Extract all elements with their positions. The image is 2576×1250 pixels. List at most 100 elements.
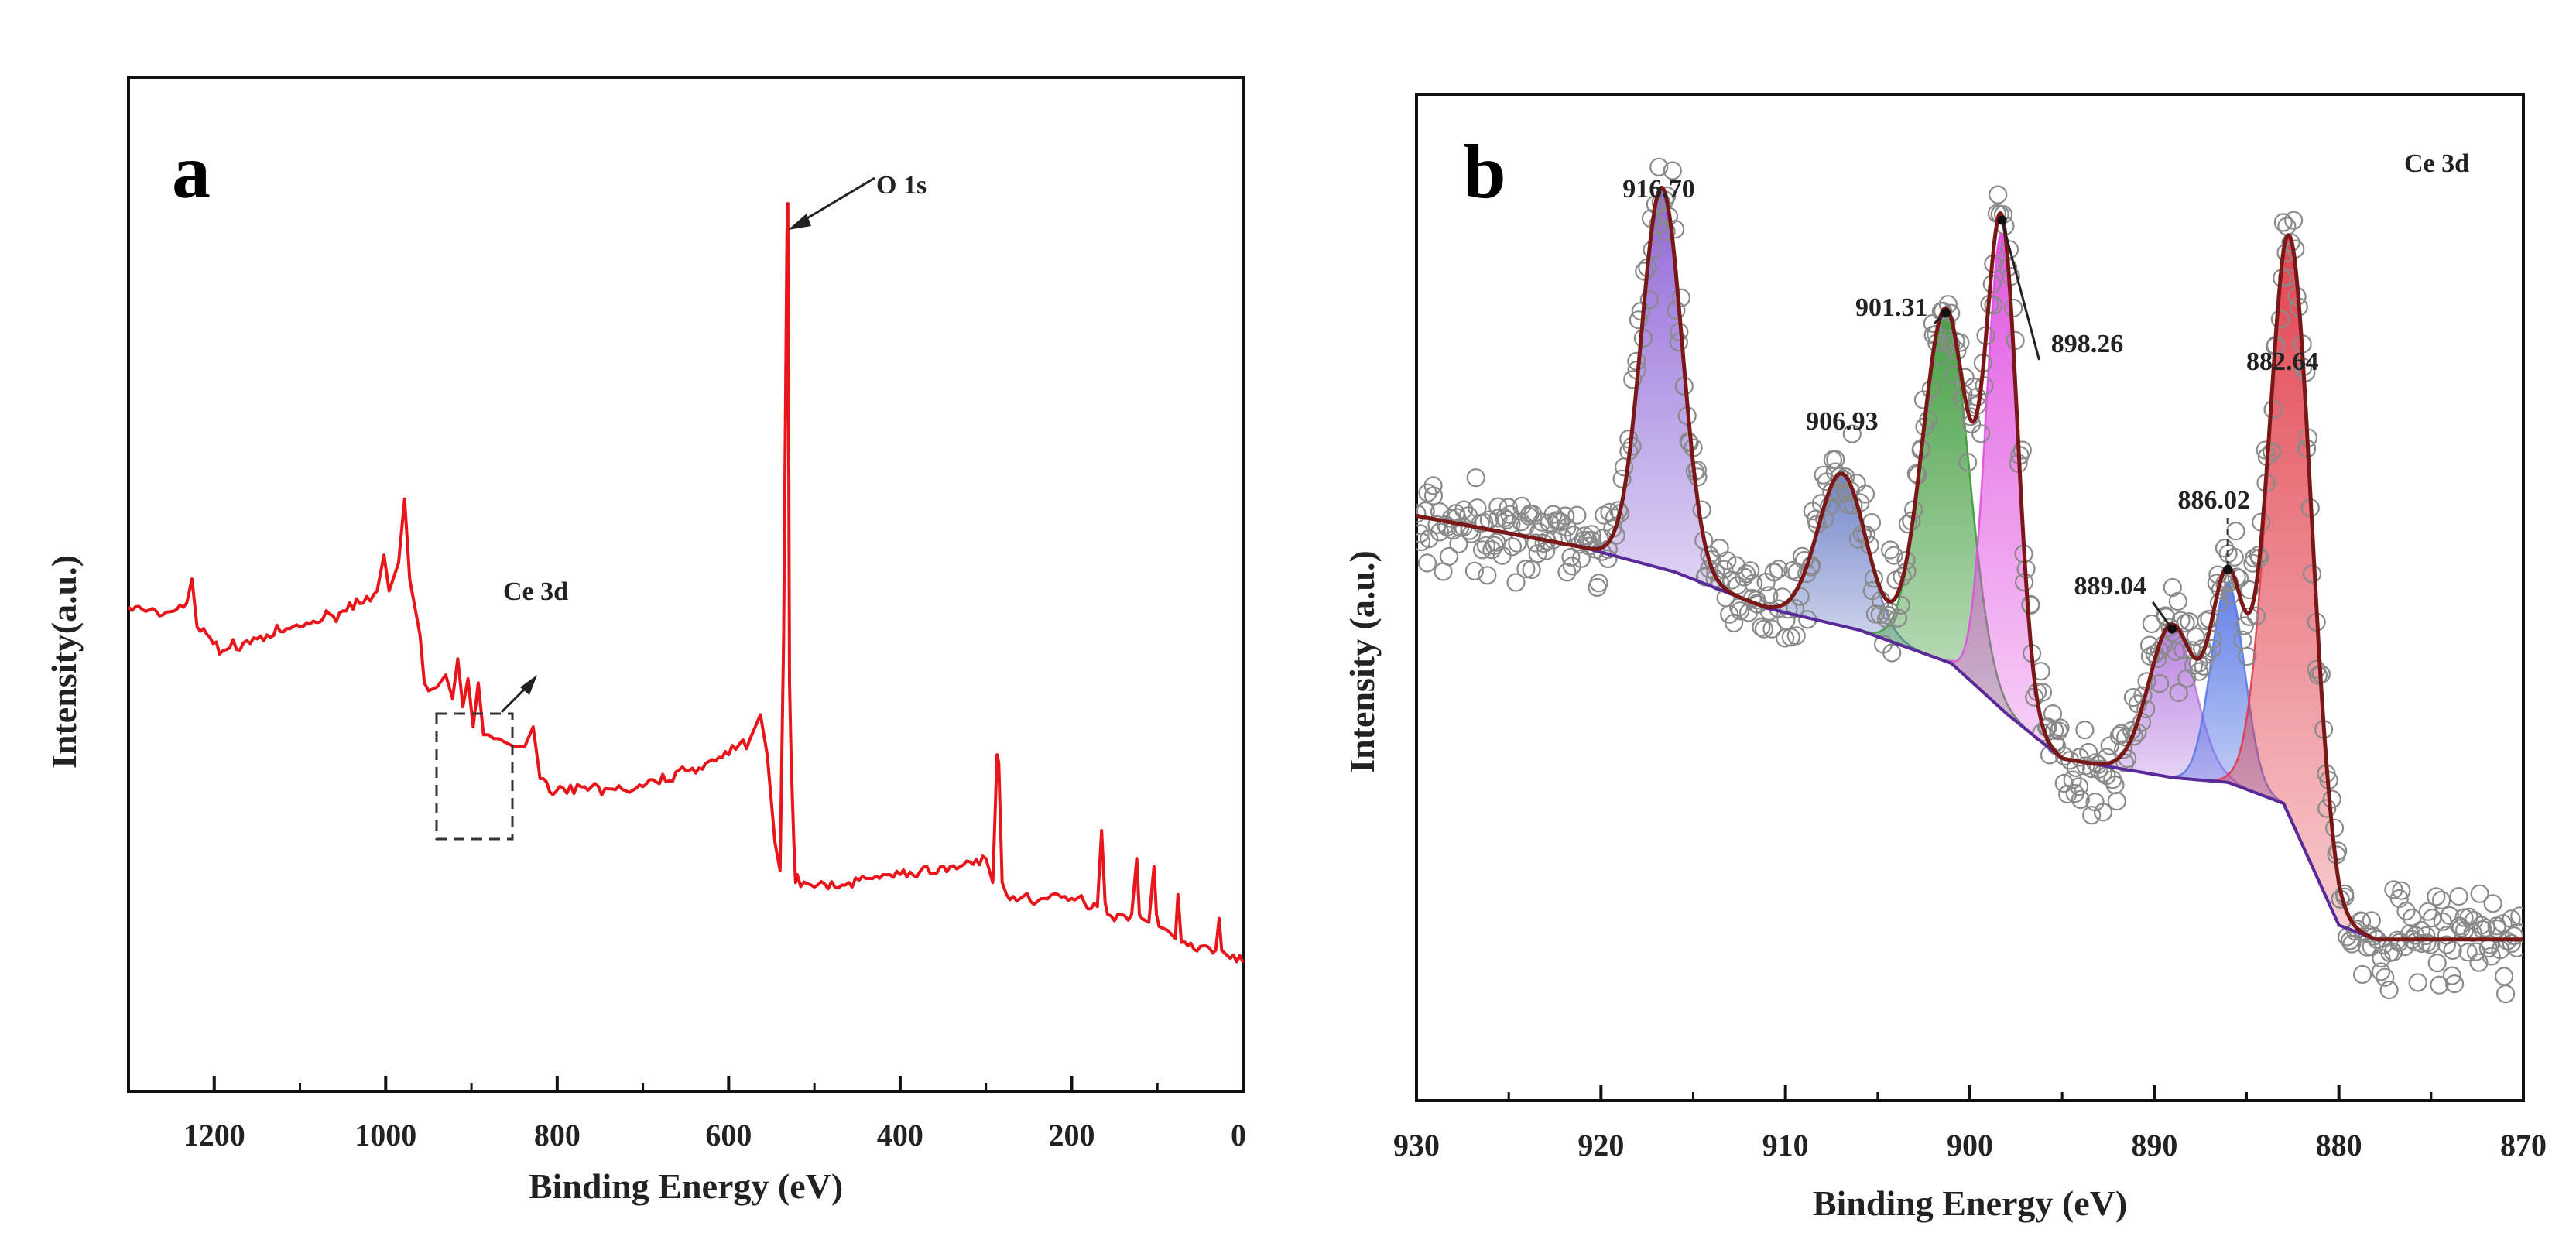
peak-label-889.04: 889.04 [2074,572,2146,601]
raw-data-point [1891,595,1910,615]
raw-data-point [1951,333,1970,352]
raw-data-point [1635,262,1654,281]
raw-data-point [1671,288,1690,307]
raw-data-point [1941,334,1961,354]
raw-data-point [1416,524,1430,543]
raw-data-point [2054,773,2074,793]
raw-data-point [1476,536,1495,555]
panel-a-x-tick-label: 800 [534,1118,581,1152]
raw-data-point [2071,789,2090,810]
raw-data-point [2235,616,2254,635]
peak-label-906.93: 906.93 [1806,407,1879,436]
raw-data-point [1439,546,1459,567]
panel-a-annotations [435,176,875,841]
raw-data-point [1786,598,1805,618]
raw-data-point [1958,453,1978,472]
raw-data-point [1989,185,2008,204]
raw-data-point [1842,424,1862,443]
raw-data-point [2443,940,2462,961]
raw-data-point [2150,673,2170,693]
raw-data-point [1416,533,1431,552]
raw-data-point [2171,611,2191,630]
panel-b-lines [1416,186,2523,942]
panel-b-x-tick-label: 900 [1947,1128,1993,1163]
raw-data-point [2270,310,2290,329]
raw-data-point [1882,643,1902,663]
raw-data-point [2113,740,2133,759]
raw-data-point [2082,806,2102,825]
raw-data-point [2050,718,2070,738]
fit-envelope-line [1416,186,2523,942]
ce3d-dashed-box [435,712,514,841]
peak-arrow-line [2001,220,2040,361]
raw-data-point [1419,529,1439,549]
raw-data-point [2483,894,2502,913]
raw-data-point [1649,157,1669,176]
raw-data-point [2480,935,2500,954]
raw-data-point [2504,926,2523,946]
raw-data-point [2502,933,2521,954]
raw-data-point [2328,841,2348,861]
raw-data-point [1819,497,1839,516]
ce3d-arrowhead-icon [520,675,537,695]
raw-data-point [2302,564,2322,584]
raw-data-point [1786,626,1806,646]
peak-arrowhead-icon [2167,624,2177,634]
raw-data-point [1478,566,1497,585]
raw-data-point [2169,683,2188,703]
raw-data-point [2353,964,2372,985]
raw-data-point [2140,646,2160,666]
raw-data-point [1516,559,1536,579]
raw-data-point [2417,926,2436,946]
raw-data-point [1488,509,1508,528]
raw-data-point [2417,933,2437,953]
raw-data-point [1737,564,1756,584]
panel-a-x-tick-label: 600 [705,1118,752,1152]
raw-data-point [1502,537,1523,557]
raw-data-point [1551,512,1571,532]
raw-data-point [2256,440,2275,460]
survey-spectrum-line [127,202,1245,964]
raw-data-point [2442,966,2461,985]
raw-data-point [1466,468,1485,488]
panel-a-chart: 1200 1000 800 600 400 200 0 a O 1s Ce 3d Bindi… [44,76,1246,1206]
raw-data-point [1522,560,1541,580]
raw-data-point [2440,906,2459,926]
raw-data-point [2396,901,2416,921]
raw-data-point [1934,301,1953,320]
panel-b-y-axis-title: Intensity (a.u.) [1342,550,1382,773]
raw-data-point [1423,486,1444,505]
raw-data-point [1731,601,1750,621]
raw-data-point [1718,551,1737,570]
raw-data-point [2408,973,2427,992]
raw-data-point [2470,884,2489,903]
raw-data-point [2239,580,2259,600]
raw-data-point [2189,662,2209,681]
o1s-annotation: O 1s [876,171,927,200]
raw-data-point [2371,962,2391,981]
raw-data-point [1556,506,1575,526]
peak-label-886.02: 886.02 [2177,486,2250,515]
peak-arrowhead-icon [1997,215,2007,225]
raw-data-point [1741,561,1760,580]
raw-data-point [2383,942,2403,962]
raw-data-point [1881,540,1900,560]
panel-b-title: Ce 3d [2404,149,2469,178]
raw-data-point [1884,546,1903,565]
raw-data-point [1826,450,1845,469]
raw-data-point [1552,527,1572,546]
panel-a-x-tick-label: 1200 [183,1118,245,1152]
raw-data-point [2403,908,2422,928]
raw-data-point [1567,505,1587,525]
peak-arrow-line [2151,601,2174,630]
raw-data-point [2239,607,2259,626]
raw-data-point [2197,611,2216,631]
raw-data-point [2115,753,2135,772]
raw-data-point [1623,370,1643,389]
raw-data-point [2109,726,2129,745]
panel-b-x-tick-label: 910 [1762,1128,1809,1163]
raw-data-point [2093,803,2113,822]
raw-data-point [1612,469,1632,488]
raw-data-point [2226,522,2245,541]
